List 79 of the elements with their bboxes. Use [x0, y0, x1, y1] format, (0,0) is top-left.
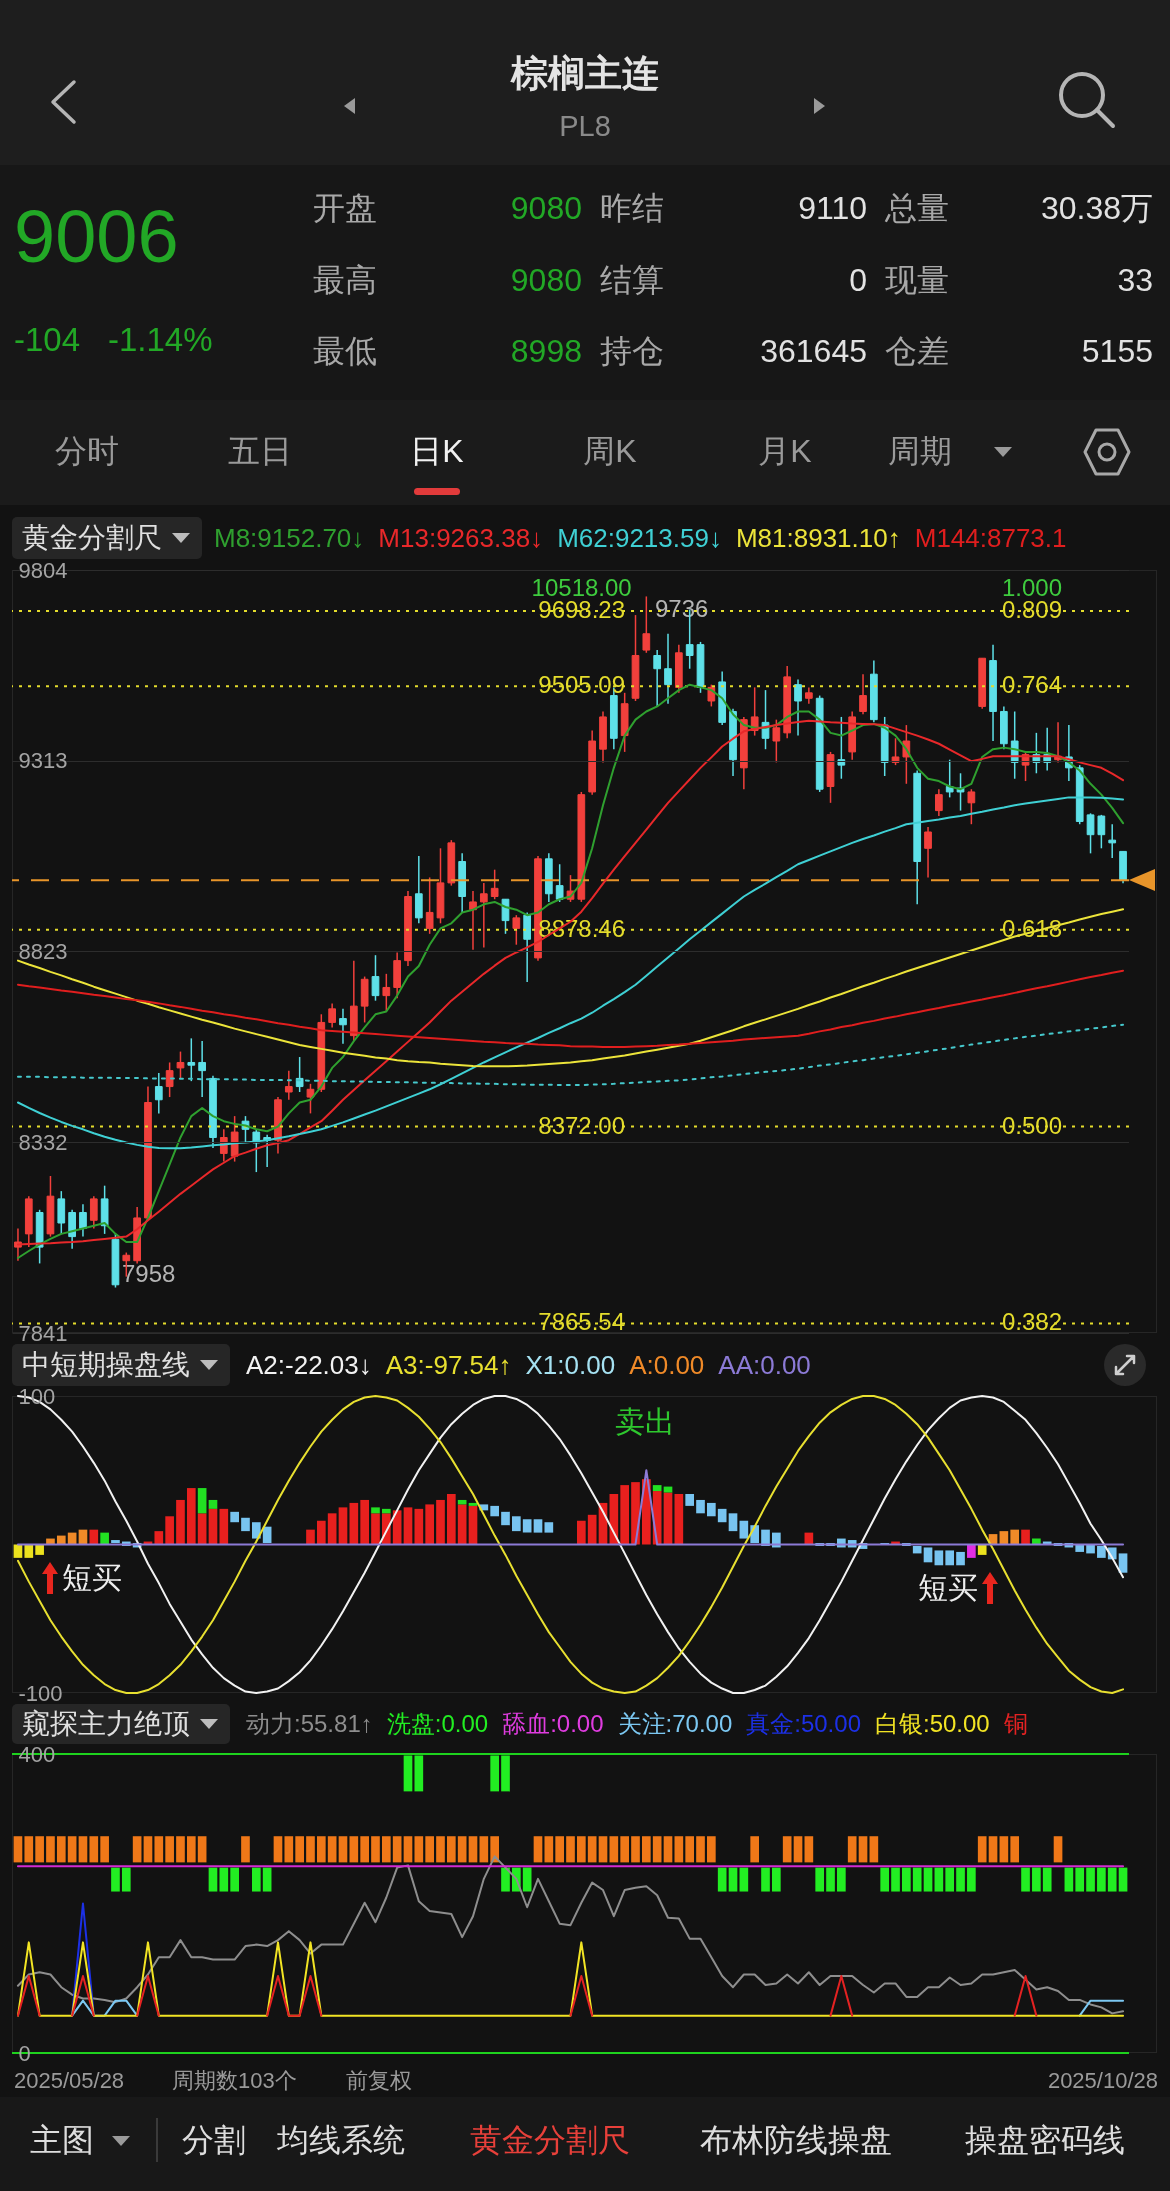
- text: 2025/05/28: [14, 2068, 125, 2093]
- text: 0: [849, 262, 867, 298]
- text: 日K: [410, 433, 464, 469]
- annotation: 0.764: [1001, 671, 1062, 699]
- text: 9006: [14, 195, 179, 278]
- text: 主图: [30, 2122, 94, 2158]
- series-label: 洗盘:0.00: [386, 1710, 489, 1737]
- chart-subtitle: PL8: [559, 110, 611, 142]
- text: AA:0.00: [718, 1350, 811, 1380]
- dropdown: 中短期操盘线: [12, 1344, 230, 1386]
- text: 周期数103个: [172, 2068, 297, 2093]
- text: 昨结: [600, 190, 664, 226]
- dropdown: 黄金分割尺: [12, 517, 202, 559]
- ref-line-label: 8372.00: [538, 1111, 626, 1139]
- text: M62:9213.59↓: [557, 523, 722, 553]
- legend-title: 窥探主力绝顶: [22, 1708, 190, 1739]
- legend-label: 舔血:0.00: [502, 1710, 604, 1737]
- text: 月K: [758, 433, 812, 469]
- text: 9080: [510, 190, 582, 226]
- text: 均线系统: [277, 2122, 405, 2158]
- text: 开盘: [313, 190, 377, 226]
- text: 2025/10/28: [1047, 2068, 1158, 2093]
- text: 白银:50.00: [874, 1710, 990, 1737]
- legend-label: X1:0.00: [525, 1350, 616, 1380]
- annotation: 短买: [62, 1561, 122, 1594]
- text: 最高: [313, 262, 377, 298]
- text: 总量: [885, 190, 949, 226]
- text: 9110: [798, 190, 867, 226]
- ref-line-label: 9505.09: [538, 671, 626, 699]
- text: 30.38万: [1040, 190, 1153, 226]
- annotation: 0.500: [1001, 1111, 1062, 1139]
- y-tick-label: 9804: [18, 557, 68, 583]
- text: 操盘密码线: [965, 2122, 1125, 2158]
- text: 前复权: [346, 2068, 412, 2093]
- text: 现量: [885, 262, 949, 298]
- text: 8998: [510, 333, 582, 369]
- text: A2:-22.03↓: [246, 1350, 372, 1380]
- text: M8:9152.70↓: [214, 523, 365, 553]
- y-tick-label: 8823: [18, 938, 68, 964]
- text: 分时: [55, 433, 119, 469]
- text: 9080: [510, 262, 582, 298]
- series-label: A3:-97.54↑: [385, 1350, 512, 1380]
- text: -1.14%: [108, 321, 213, 358]
- text: 五日: [228, 433, 292, 469]
- dropdown: 窥探主力绝顶: [12, 1704, 230, 1744]
- text: A:0.00: [629, 1350, 705, 1380]
- text: -104: [14, 321, 81, 358]
- text: 仓差: [885, 333, 949, 369]
- text: 周K: [583, 433, 637, 469]
- annotation: 0.382: [1001, 1308, 1062, 1336]
- text: 分割: [182, 2122, 246, 2158]
- text: 结算: [600, 262, 664, 298]
- chart-title: 棕榈主连: [511, 53, 659, 94]
- legend-title: 黄金分割尺: [22, 522, 162, 553]
- y-tick-label: 7841: [18, 1320, 68, 1346]
- text: 真金:50.00: [746, 1710, 861, 1737]
- annotation: 9736: [655, 595, 709, 622]
- text: 33: [1117, 262, 1153, 298]
- y-tick-label: -100: [18, 1680, 63, 1706]
- y-tick-label: 8332: [18, 1129, 68, 1155]
- text: 布林防线操盘: [700, 2122, 892, 2158]
- text: 最低: [313, 333, 377, 369]
- text: M13:9263.38↓: [378, 523, 544, 553]
- text: M81:8931.10↑: [735, 523, 901, 553]
- text: 铜: [1003, 1710, 1028, 1737]
- text: 关注:70.00: [617, 1710, 733, 1737]
- annotation: 卖出: [615, 1405, 676, 1438]
- text: 持仓: [600, 333, 664, 369]
- text: 5155: [1081, 333, 1153, 369]
- text: 黄金分割尺: [470, 2122, 630, 2158]
- y-tick-label: 9313: [18, 748, 68, 774]
- legend-title: 中短期操盘线: [22, 1349, 190, 1380]
- text: M144:8773.1: [914, 523, 1067, 553]
- annotation: 7958: [122, 1260, 176, 1287]
- text: 动力:55.81↑: [246, 1710, 373, 1737]
- text: 周期: [888, 433, 952, 469]
- text: 361645: [760, 333, 867, 369]
- annotation: 短买: [918, 1571, 978, 1604]
- ref-line-label: 7865.54: [538, 1308, 626, 1336]
